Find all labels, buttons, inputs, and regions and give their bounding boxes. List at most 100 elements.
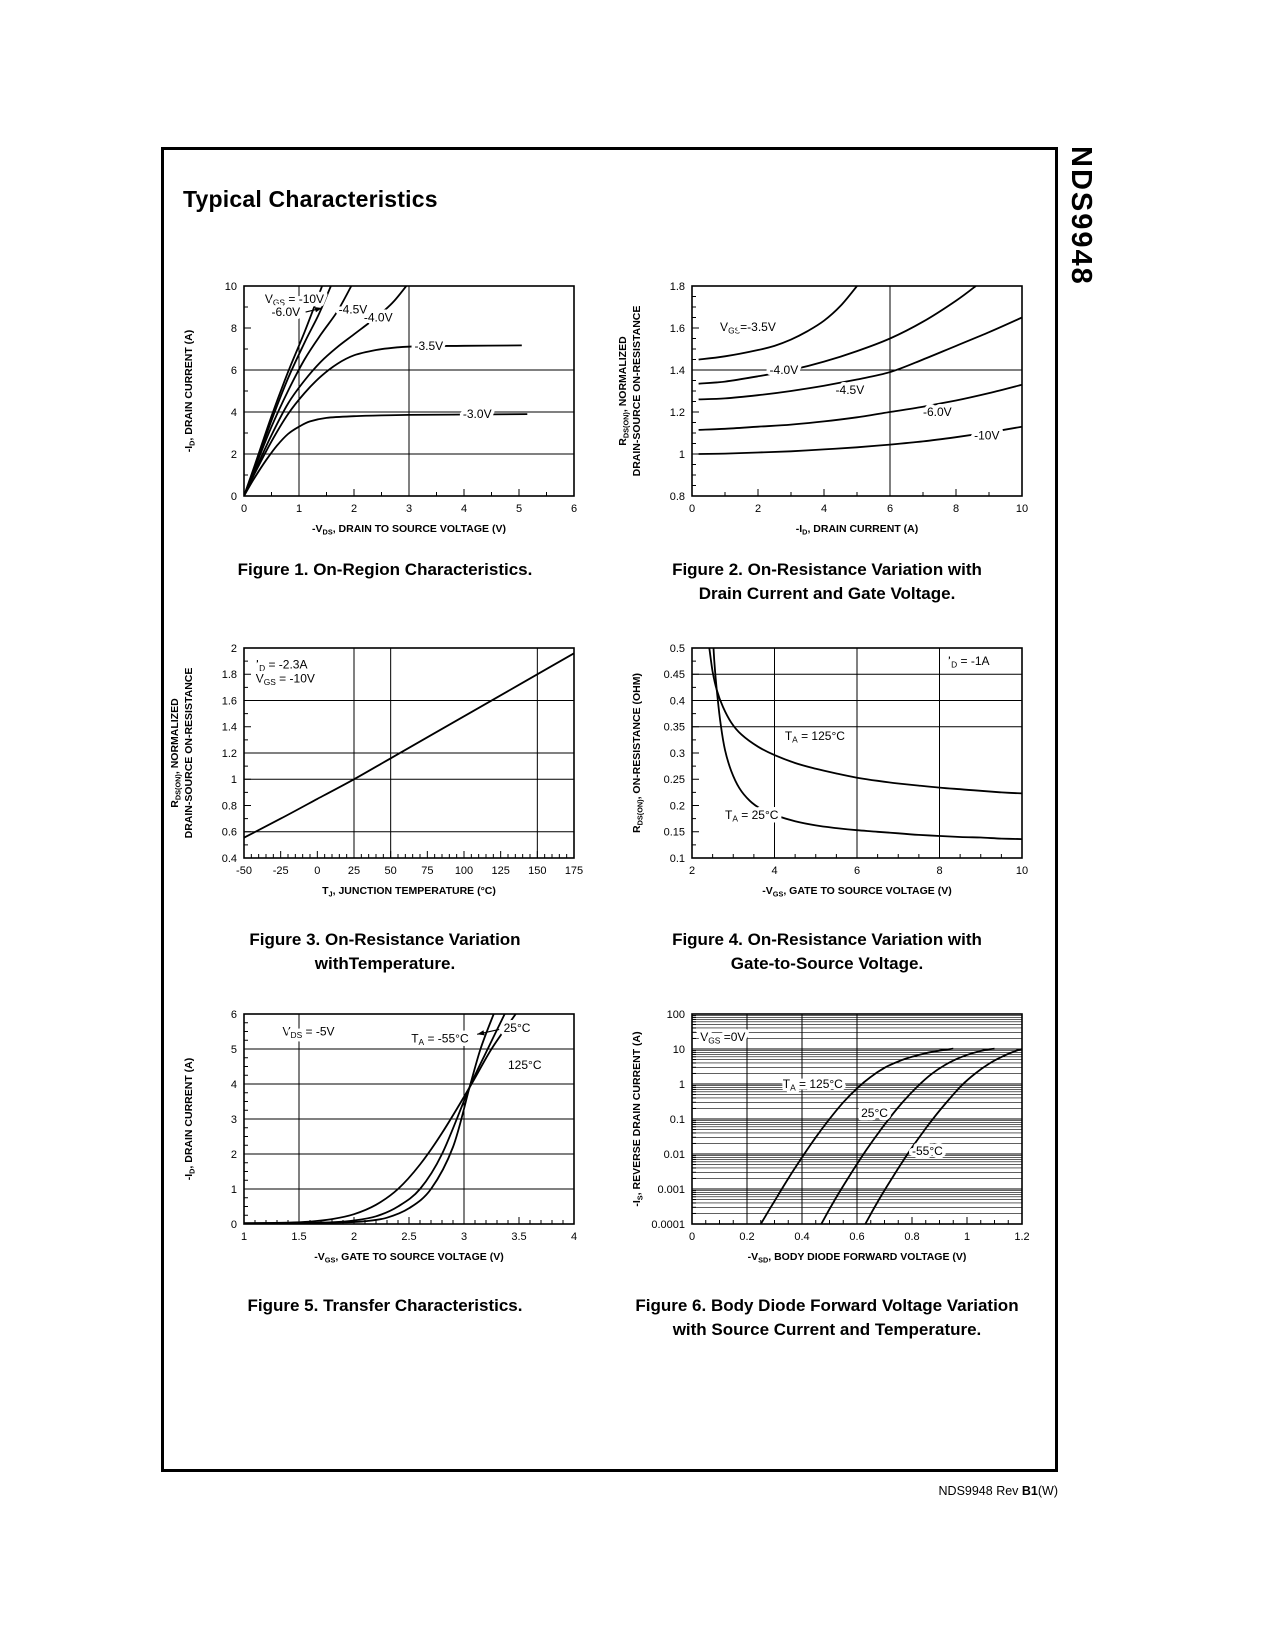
svg-text:2.5: 2.5	[401, 1231, 416, 1243]
y-axis-label: -ID, DRAIN CURRENT (A)	[183, 1058, 197, 1181]
curve-TA=25C	[820, 1047, 995, 1224]
y-axis-label: RDS(ON), NORMALIZED	[169, 698, 183, 808]
svg-text:0.35: 0.35	[664, 722, 685, 734]
tick-labels: 2 4 6 8 10 0.1 0.15 0.2 0.25 0.3 0.35 0.4 0.45 0.5	[664, 643, 1029, 877]
page-title: Typical Characteristics	[183, 186, 438, 212]
figure-1-plot: VGS = -10V-6.0V -4.5V-4.0V -3.5V -3.0V 0 1 2 3 4…	[183, 281, 577, 537]
arrowhead-icon	[477, 1030, 485, 1036]
svg-text:0.4: 0.4	[222, 853, 237, 865]
footer-suffix: (W)	[1037, 1484, 1058, 1498]
svg-text:2: 2	[351, 503, 357, 515]
svg-text:125: 125	[491, 865, 509, 877]
chart-annotation: -10V	[974, 428, 999, 442]
svg-text:2: 2	[351, 1231, 357, 1243]
curve-TA=125C	[760, 1047, 954, 1224]
svg-text:2: 2	[689, 865, 695, 877]
x-axis-label: -VSD, BODY DIODE FORWARD VOLTAGE (V)	[748, 1251, 967, 1265]
svg-text:0: 0	[689, 1231, 695, 1243]
curve-TA=25C	[244, 1014, 506, 1224]
svg-text:0: 0	[689, 503, 695, 515]
svg-text:1.8: 1.8	[222, 669, 237, 681]
y-axis-label: RDS(ON), NORMALIZED	[617, 336, 631, 446]
svg-text:4: 4	[821, 503, 827, 515]
chart-annotation: -3.0V	[463, 407, 492, 421]
svg-text:0.15: 0.15	[664, 827, 685, 839]
svg-text:10: 10	[673, 1044, 685, 1056]
svg-text:0.001: 0.001	[657, 1184, 685, 1196]
chart-annotation: VGS =0V	[700, 1030, 745, 1046]
figure-2-plot: VGS=-3.5V -4.0V -4.5V -6.0V -10V 0 2 4 6 8 10 0.8 1 1…	[617, 281, 1028, 537]
svg-text:100: 100	[455, 865, 473, 877]
caption-line: Figure 4. On-Resistance Variation with	[672, 930, 982, 949]
svg-text:0.0001: 0.0001	[651, 1219, 685, 1231]
figure-5-plot: VDS = -5V TA = -55°C 25°C 125°C 1 1.5 2 2.5 3 3.5…	[183, 1009, 577, 1265]
chart-annotation: -55°C	[912, 1144, 943, 1158]
chart-annotation: VGS = -10V	[265, 292, 324, 308]
svg-text:50: 50	[385, 865, 397, 877]
svg-text:6: 6	[231, 1009, 237, 1021]
figure-1-caption: Figure 1. On-Region Characteristics.	[170, 558, 600, 582]
svg-text:75: 75	[421, 865, 433, 877]
tick-labels: 0 0.2 0.4 0.6 0.8 1 1.2 100 10 1 0.1 0.01 0.001 0.000…	[651, 1009, 1029, 1243]
svg-text:0.8: 0.8	[904, 1231, 919, 1243]
chart-annotation: TA = 125°C	[785, 729, 845, 745]
svg-text:10: 10	[1016, 865, 1028, 877]
y-axis-label: DRAIN-SOURCE ON-RESISTANCE	[631, 306, 643, 477]
svg-text:8: 8	[231, 323, 237, 335]
svg-text:1: 1	[241, 1231, 247, 1243]
svg-text:0.4: 0.4	[794, 1231, 809, 1243]
svg-text:1: 1	[964, 1231, 970, 1243]
svg-text:5: 5	[231, 1044, 237, 1056]
caption-line: Gate-to-Source Voltage.	[730, 954, 924, 973]
svg-text:4: 4	[231, 407, 237, 419]
x-axis-label: -ID, DRAIN CURRENT (A)	[796, 523, 919, 537]
grid-lines	[692, 286, 1022, 496]
svg-text:1: 1	[679, 1079, 685, 1091]
footer-rev: B1	[1021, 1484, 1038, 1498]
svg-text:1: 1	[231, 774, 237, 786]
svg-text:2: 2	[231, 449, 237, 461]
figure-6-plot: VGS =0V TA = 125°C 25°C -55°C 0 0.2 0.4 0.6 0.8 1…	[631, 1009, 1030, 1265]
annotations: VDS = -5V TA = -55°C 25°C 125°C	[279, 1018, 545, 1076]
y-axis-label: DRAIN-SOURCE ON-RESISTANCE	[183, 668, 195, 839]
curve-RDSON-vs-TJ	[244, 652, 574, 839]
x-axis-label: TJ, JUNCTION TEMPERATURE (°C)	[322, 885, 496, 899]
x-axis-label: -VGS, GATE TO SOURCE VOLTAGE (V)	[314, 1251, 503, 1265]
svg-text:1.2: 1.2	[222, 748, 237, 760]
chart-annotation: -4.5V	[339, 302, 368, 316]
svg-text:0.2: 0.2	[739, 1231, 754, 1243]
x-axis-label: -VDS, DRAIN TO SOURCE VOLTAGE (V)	[312, 523, 506, 537]
svg-text:4: 4	[231, 1079, 237, 1091]
curves	[244, 286, 528, 496]
svg-text:1: 1	[679, 449, 685, 461]
figure-5-chart: VDS = -5V TA = -55°C 25°C 125°C 1 1.5 2 2.5 3 3.5…	[146, 1000, 596, 1280]
svg-text:6: 6	[231, 365, 237, 377]
svg-text:25: 25	[348, 865, 360, 877]
svg-text:0: 0	[241, 503, 247, 515]
svg-text:0.45: 0.45	[664, 669, 685, 681]
figure-2-caption: Figure 2. On-Resistance Variation with D…	[612, 558, 1042, 606]
annotations: VGS=-3.5V -4.0V -4.5V -6.0V -10V	[717, 317, 1003, 446]
chart-annotation: ID = -1A	[948, 654, 990, 670]
svg-text:2: 2	[755, 503, 761, 515]
tick-labels: 0 2 4 6 8 10 0.8 1 1.2 1.4 1.6 1.8	[670, 281, 1028, 515]
svg-text:1.4: 1.4	[222, 722, 237, 734]
svg-text:0.6: 0.6	[849, 1231, 864, 1243]
chart-annotation: TA = -55°C	[411, 1032, 469, 1048]
annotations: VGS = -10V-6.0V -4.5V-4.0V -3.5V -3.0V	[261, 289, 495, 425]
figure-4-caption: Figure 4. On-Resistance Variation with G…	[612, 928, 1042, 976]
svg-text:0: 0	[231, 1219, 237, 1231]
svg-text:6: 6	[887, 503, 893, 515]
svg-text:1: 1	[231, 1184, 237, 1196]
grid-lines	[244, 648, 574, 858]
y-axis-label: -IS, REVERSE DRAIN CURRENT (A)	[631, 1031, 645, 1206]
svg-text:0.8: 0.8	[670, 491, 685, 503]
curve-VGS=-4.5V	[244, 286, 353, 496]
curve-VGS=-4.0V	[244, 286, 407, 496]
chart-annotation: VGS = -10V	[256, 671, 315, 687]
svg-text:0.1: 0.1	[670, 1114, 685, 1126]
caption-line: with Source Current and Temperature.	[672, 1320, 982, 1339]
footer-prefix: NDS9948 Rev	[938, 1484, 1022, 1498]
